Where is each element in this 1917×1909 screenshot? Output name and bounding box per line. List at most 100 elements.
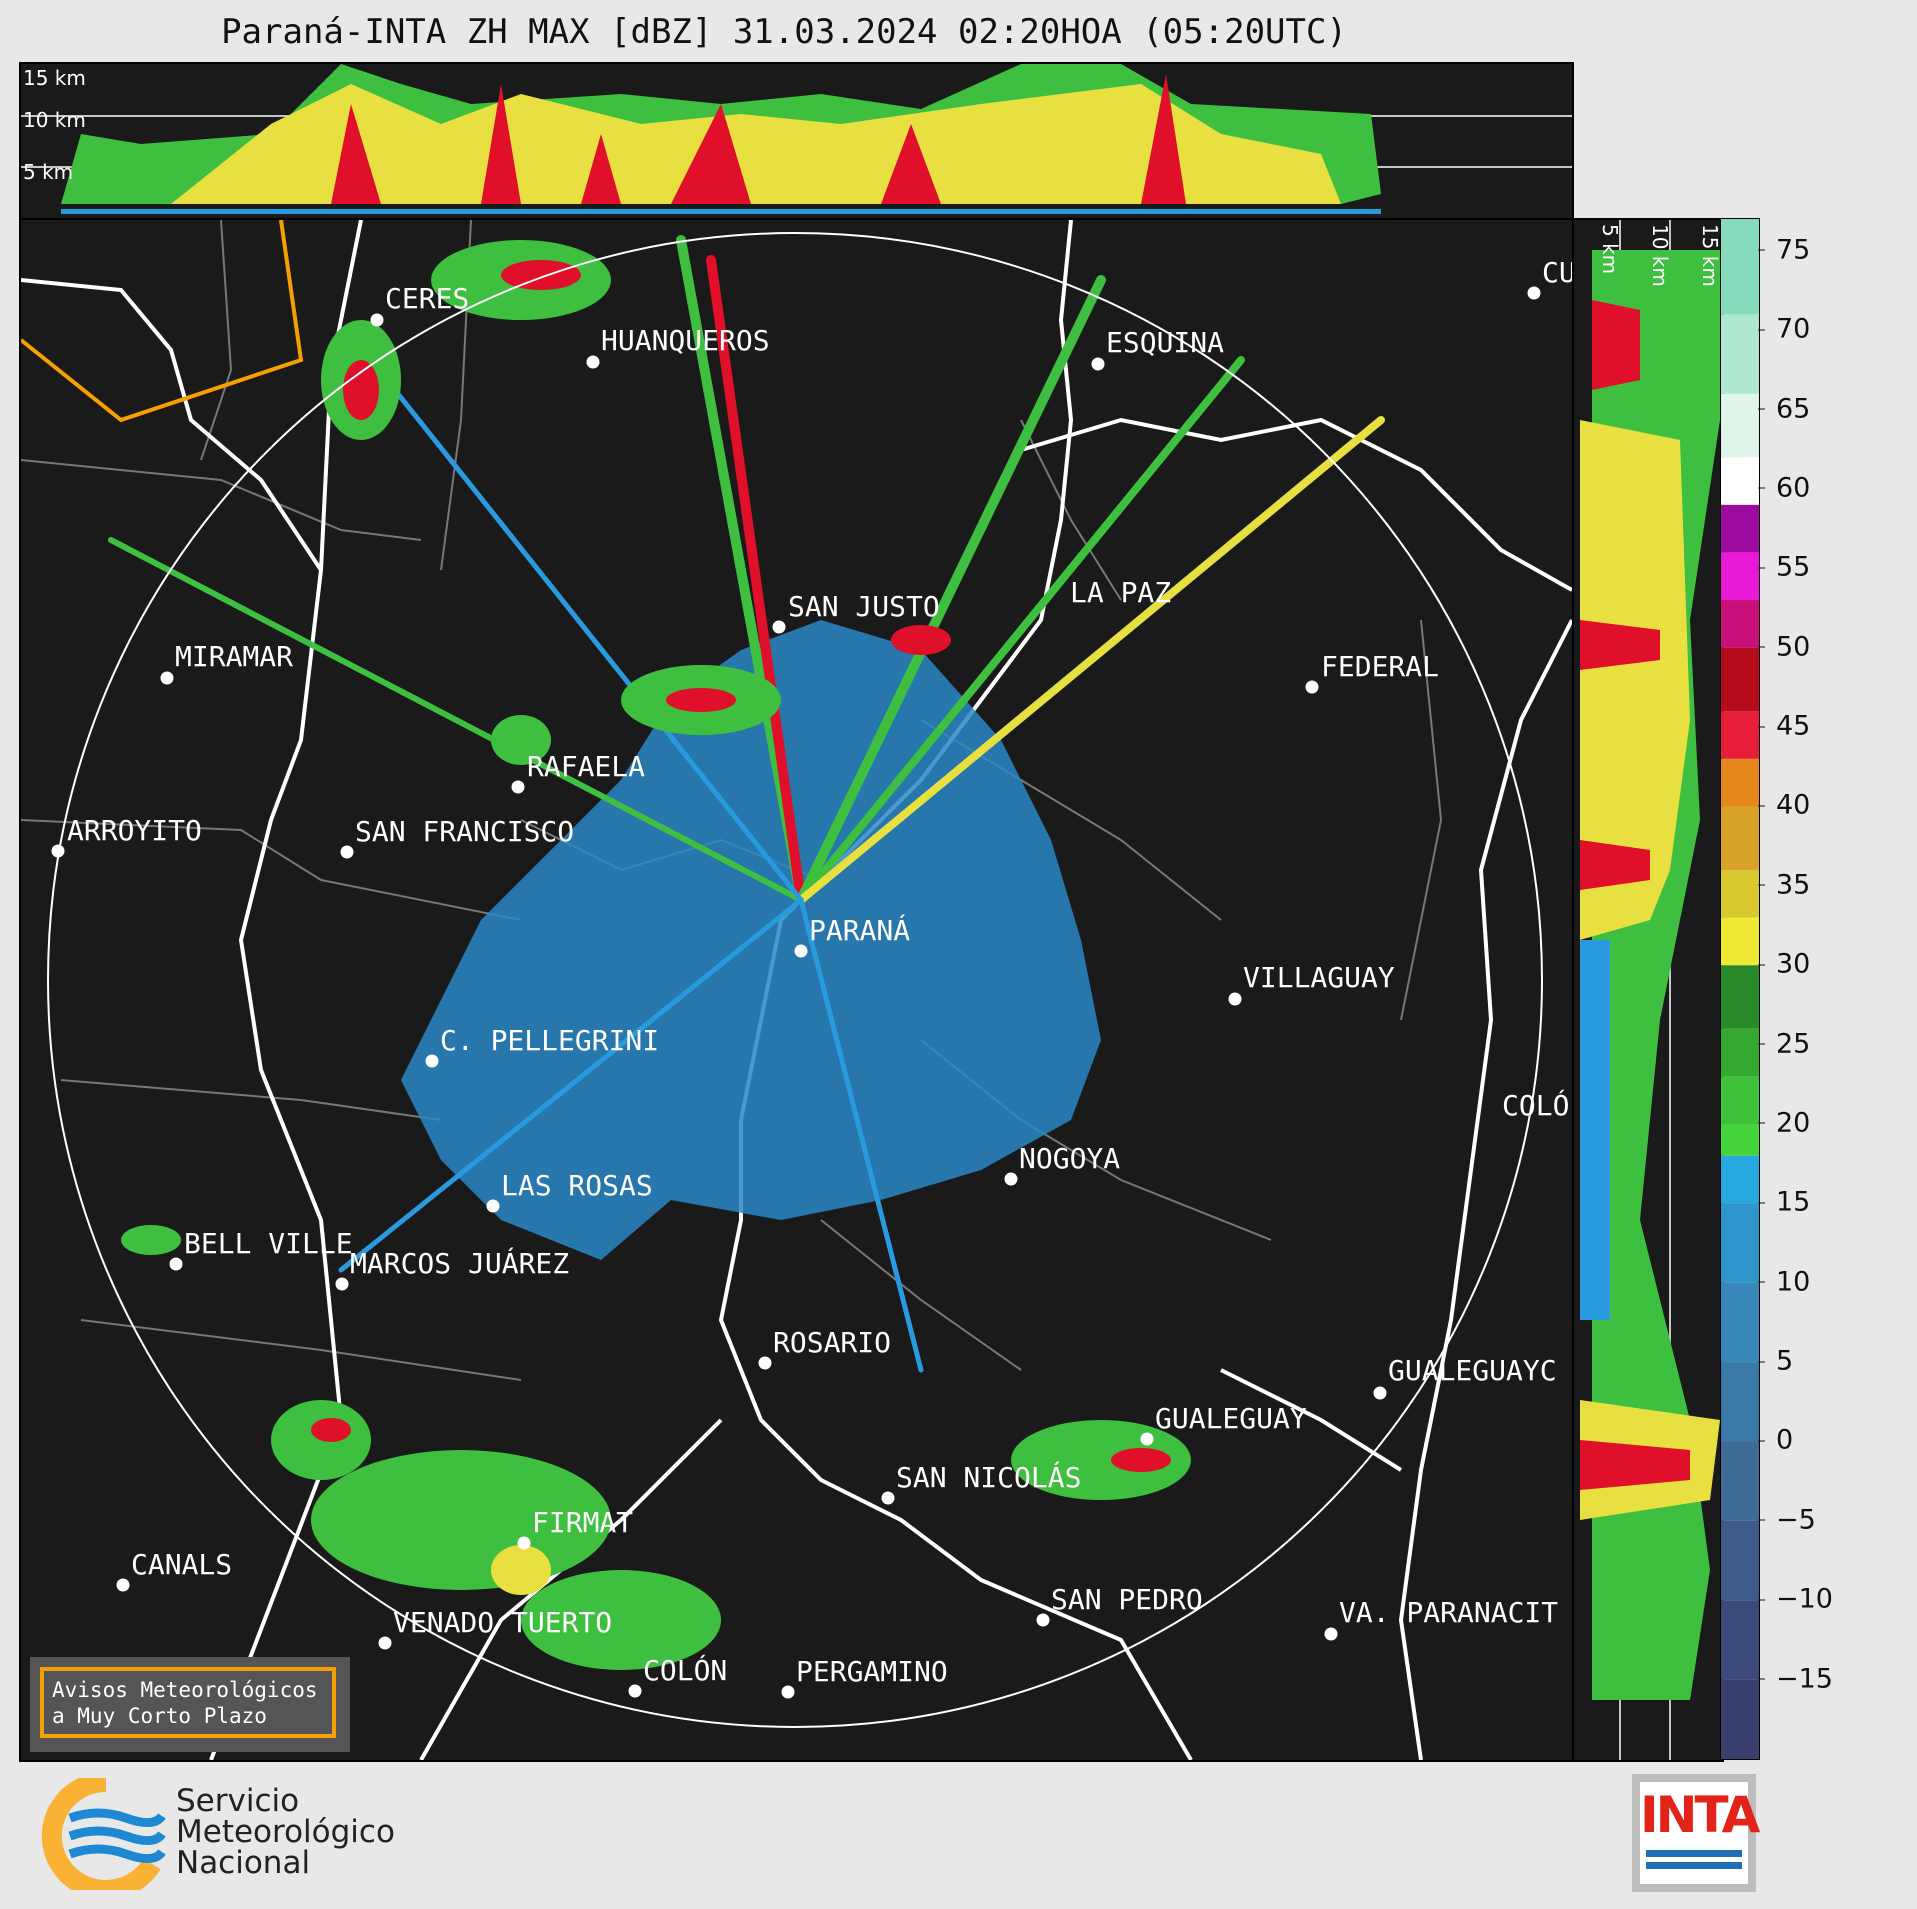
- city-label-firmat: FIRMAT: [532, 1506, 634, 1539]
- city-dot-san-nicolas: [881, 1491, 895, 1505]
- right-echo-profile: [1580, 220, 1720, 1760]
- inta-logo-text: INTA: [1640, 1786, 1760, 1844]
- colorbar-band: [1721, 314, 1759, 394]
- short-term-warnings-frame: Avisos Meteorológicos a Muy Corto Plazo: [40, 1667, 336, 1738]
- colorbar-tick-label: 40: [1757, 790, 1810, 821]
- colorbar-tick-label: 60: [1757, 472, 1810, 503]
- city-label-san-nicolas: SAN NICOLÁS: [896, 1461, 1082, 1494]
- colorbar-tick-label: 35: [1757, 869, 1810, 900]
- colorbar-tick-label: 30: [1757, 949, 1810, 980]
- city-label-esquina: ESQUINA: [1106, 326, 1225, 359]
- colorbar-tick-label: −5: [1758, 1504, 1816, 1535]
- city-dot-bell-ville: [169, 1257, 183, 1271]
- city-dot-huanqueros: [586, 355, 600, 369]
- city-label-villaguay: VILLAGUAY: [1243, 961, 1395, 994]
- city-label-arroyito: ARROYITO: [67, 814, 202, 847]
- colorbar-tick-label: 55: [1757, 552, 1810, 583]
- colorbar-band: [1721, 1076, 1759, 1124]
- city-label-bell-ville: BELL VILLE: [184, 1227, 353, 1260]
- city-label-federal: FEDERAL: [1321, 650, 1440, 683]
- radar-map: CERES HUANQUEROS ESQUINA CU SAN JUSTO LA…: [19, 218, 1574, 1762]
- colorbar-tick-label: 65: [1757, 393, 1810, 424]
- city-label-san-francisco: SAN FRANCISCO: [355, 815, 575, 848]
- colorbar-tick-label: 20: [1757, 1107, 1810, 1138]
- city-label-colon: COLÓN: [643, 1654, 728, 1687]
- city-label-pergamino: PERGAMINO: [796, 1655, 948, 1688]
- city-dot-esquina: [1091, 357, 1105, 371]
- city-dot-gualeguay: [1140, 1432, 1154, 1446]
- city-dot-federal: [1305, 680, 1319, 694]
- smn-logo-line-2: Meteorológico: [176, 1814, 395, 1850]
- colorbar-band: [1721, 1282, 1759, 1363]
- right-height-label-5: 5 km: [1598, 224, 1622, 275]
- colorbar-band: [1721, 600, 1759, 648]
- colorbar-band: [1721, 711, 1759, 759]
- city-label-c-pellegrini: C. PELLEGRINI: [440, 1024, 660, 1057]
- city-label-miramar: MIRAMAR: [175, 640, 294, 673]
- city-label-gualeguaychu: GUALEGUAYC: [1388, 1354, 1557, 1387]
- city-dot-las-rosas: [486, 1199, 500, 1213]
- colorbar-band: [1721, 1441, 1759, 1521]
- city-dot-venado-tuerto: [378, 1636, 392, 1650]
- colorbar-tick-label: 50: [1757, 631, 1810, 662]
- city-label-ceres: CERES: [385, 282, 470, 315]
- city-dot-pergamino: [781, 1685, 795, 1699]
- city-label-la-paz: LA PAZ: [1070, 576, 1172, 609]
- city-dot-san-francisco: [340, 845, 354, 859]
- colorbar-band: [1721, 457, 1759, 505]
- colorbar-band: [1721, 393, 1759, 458]
- city-dot-miramar: [160, 671, 174, 685]
- radial-beams: [108, 235, 1385, 1373]
- city-label-rosario: ROSARIO: [773, 1326, 892, 1359]
- city-dot-rosario: [758, 1356, 772, 1370]
- city-label-nogoya: NOGOYA: [1019, 1142, 1121, 1175]
- short-term-warnings-box: Avisos Meteorológicos a Muy Corto Plazo: [30, 1657, 350, 1752]
- right-height-label-10: 10 km: [1648, 224, 1672, 287]
- colorbar-band: [1721, 806, 1759, 870]
- colorbar-band: [1721, 965, 1759, 1029]
- city-label-las-rosas: LAS ROSAS: [501, 1169, 653, 1202]
- smn-logo-text: Servicio Meteorológico Nacional: [176, 1786, 395, 1879]
- top-height-label-5: 5 km: [23, 160, 74, 184]
- top-height-label-15: 15 km: [23, 66, 86, 90]
- colorbar-band: [1721, 1600, 1759, 1680]
- colorbar-tick-label: 5: [1757, 1346, 1793, 1377]
- chart-title: Paraná-INTA ZH MAX [dBZ] 31.03.2024 02:2…: [221, 12, 1347, 52]
- city-label-huanqueros: HUANQUEROS: [601, 324, 770, 357]
- smn-logo-line-3: Nacional: [176, 1845, 311, 1881]
- city-dot-parana: [794, 944, 808, 958]
- colorbar-tick-label: 10: [1757, 1266, 1810, 1297]
- warning-polygon: [21, 220, 304, 423]
- colorbar-tick-label: 15: [1757, 1187, 1810, 1218]
- city-label-canals: CANALS: [131, 1548, 233, 1581]
- city-dot-ceres: [370, 313, 384, 327]
- colorbar-tick-label: 25: [1757, 1028, 1810, 1059]
- colorbar-band: [1721, 1028, 1759, 1077]
- colorbar-band: [1721, 917, 1759, 966]
- city-dot-va-paranacito: [1324, 1627, 1338, 1641]
- colorbar-tick-label: −10: [1758, 1584, 1833, 1615]
- colorbar-band: [1721, 1520, 1759, 1601]
- city-dot-marcos-juarez: [335, 1277, 349, 1291]
- city-dot-san-justo: [772, 620, 786, 634]
- colorbar-tick-label: 45: [1757, 711, 1810, 742]
- colorbar-tick-label: 0: [1757, 1425, 1793, 1456]
- right-height-label-15: 15 km: [1698, 224, 1722, 287]
- top-height-label-10: 10 km: [23, 108, 86, 132]
- city-dot-villaguay: [1228, 992, 1242, 1006]
- notice-line-1: Avisos Meteorológicos: [52, 1678, 318, 1702]
- city-dot-firmat: [517, 1536, 531, 1550]
- city-dot-canals: [116, 1578, 130, 1592]
- city-label-cu: CU: [1542, 256, 1574, 289]
- right-height-panel: 5 km 10 km 15 km: [1568, 218, 1724, 1762]
- city-dot-arroyito: [51, 844, 65, 858]
- city-dot-gualeguaychu: [1373, 1386, 1387, 1400]
- city-label-san-justo: SAN JUSTO: [788, 590, 940, 623]
- top-height-panel: 15 km 10 km 5 km: [19, 62, 1574, 221]
- city-dot-cu: [1527, 286, 1541, 300]
- colorbar-tick-label: −15: [1758, 1663, 1833, 1694]
- smn-logo-icon: [41, 1778, 166, 1890]
- city-label-gualeguay: GUALEGUAY: [1155, 1402, 1307, 1435]
- city-label-venado-tuerto: VENADO TUERTO: [393, 1606, 613, 1639]
- city-label-rafaela: RAFAELA: [527, 750, 646, 783]
